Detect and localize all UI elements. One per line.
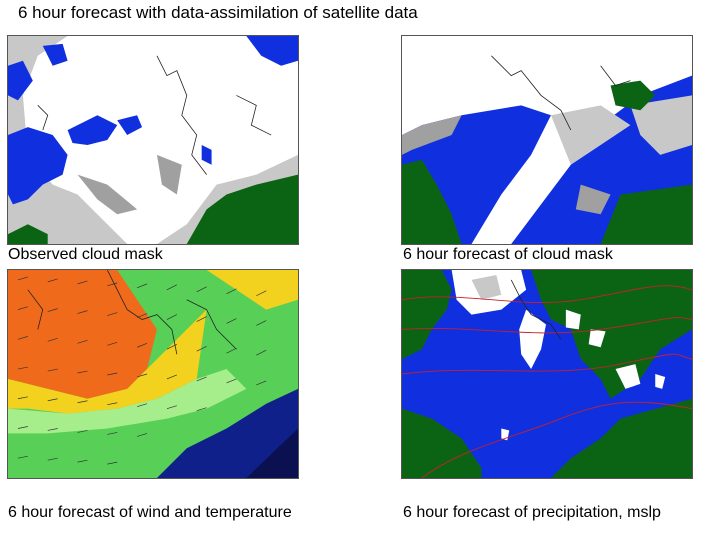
forecast-precipitation-mslp-map: [401, 269, 693, 479]
forecast-wind-temperature-map: [7, 269, 299, 479]
forecast-cloud-mask-map: [401, 35, 693, 245]
forecast-wind-temperature-caption: 6 hour forecast of wind and temperature: [8, 504, 292, 521]
forecast-precipitation-mslp-caption: 6 hour forecast of precipitation, mslp: [403, 504, 661, 521]
wind-temperature-map-icon: [8, 270, 298, 478]
forecast-cloud-mask-caption: 6 hour forecast of cloud mask: [403, 246, 613, 263]
cloud-mask-map-icon: [8, 36, 298, 244]
page-title: 6 hour forecast with data-assimilation o…: [18, 3, 418, 22]
precipitation-map-icon: [402, 270, 692, 478]
cloud-mask-map-icon: [402, 36, 692, 244]
observed-cloud-mask-map: [7, 35, 299, 245]
observed-cloud-mask-caption: Observed cloud mask: [8, 246, 163, 263]
